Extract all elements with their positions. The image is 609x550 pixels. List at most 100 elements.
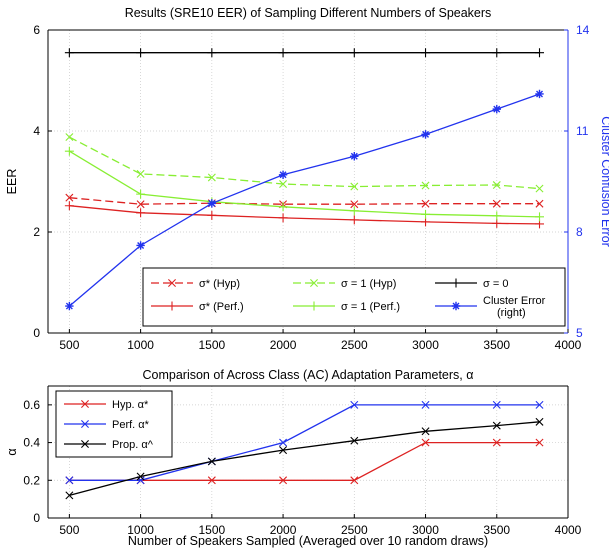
y-tick-label: 0.6	[23, 398, 40, 412]
y-tick-label: 4	[33, 124, 40, 138]
data-point-5-6	[492, 104, 501, 114]
data-point-2-3	[279, 446, 288, 455]
data-point-0-7	[535, 438, 544, 447]
data-point-1-1	[136, 476, 145, 485]
x-tick-label: 2000	[270, 523, 297, 537]
y-right-tick-label: 5	[576, 326, 583, 340]
data-point-2-2	[207, 457, 216, 466]
data-point-5-1	[136, 241, 145, 250]
data-point-3-7	[535, 212, 545, 222]
data-point-4-7	[535, 48, 545, 58]
y-tick-label: 0	[33, 326, 40, 340]
x-tick-label: 1000	[127, 338, 154, 352]
x-tick-label: 3500	[483, 338, 510, 352]
legend-label-0: σ* (Hyp)	[199, 278, 240, 290]
data-point-5-2	[207, 199, 217, 208]
y-tick-label: 6	[33, 23, 40, 37]
data-point-4-5	[421, 48, 431, 58]
y-axis-label: α	[5, 448, 19, 455]
data-point-2-2	[207, 173, 216, 182]
data-point-1-2	[207, 210, 217, 220]
series-line-1	[69, 404, 540, 481]
data-point-1-4	[350, 400, 359, 409]
data-point-0-6	[492, 199, 501, 208]
data-point-3-0	[64, 146, 74, 156]
data-point-1-6	[492, 218, 502, 228]
legend-marker-0	[168, 279, 176, 287]
legend-marker-2	[310, 279, 318, 287]
legend-marker-1	[167, 301, 177, 311]
series-line-0	[69, 197, 540, 205]
data-point-2-1	[136, 472, 145, 481]
y-axis-right-label: Cluster Confusion Error	[599, 116, 609, 247]
data-point-0-7	[535, 199, 544, 208]
legend-label-5: Cluster Error (right)	[483, 295, 546, 319]
series-line-0	[69, 441, 540, 481]
data-point-5-5	[421, 130, 430, 139]
data-point-1-7	[535, 400, 544, 409]
chart-title: Comparison of Across Class (AC) Adaptati…	[143, 368, 474, 382]
data-point-2-0	[65, 133, 74, 142]
legend-marker-5	[451, 301, 461, 311]
x-tick-label: 500	[59, 338, 79, 352]
chart-1: 500 1000 1500 2000 2500 3000 3500 4000 0 0.2 0.4 0.…	[5, 368, 582, 548]
legend-label-line: Cluster Error	[483, 295, 546, 307]
data-point-3-1	[136, 189, 146, 199]
legend-label-line: (right)	[497, 307, 526, 319]
data-point-2-7	[535, 417, 544, 426]
legend-marker-2	[81, 440, 89, 448]
data-point-1-4	[349, 215, 359, 225]
data-point-0-1	[136, 200, 145, 209]
legend-label-1: Perf. α*	[112, 419, 150, 431]
data-point-1-0	[64, 201, 74, 211]
data-point-5-7	[535, 89, 544, 99]
x-tick-label: 1500	[198, 338, 225, 352]
legend-label-2: Prop. α^	[112, 439, 154, 451]
data-point-3-3	[278, 202, 288, 212]
y-right-tick-label: 11	[576, 124, 589, 138]
x-tick-label: 3500	[483, 523, 510, 537]
legend-marker-0	[81, 400, 89, 408]
x-tick-label: 4000	[555, 523, 582, 537]
x-tick-label: 3000	[412, 523, 439, 537]
data-point-4-3	[278, 48, 288, 58]
data-point-1-3	[279, 438, 288, 447]
data-point-1-1	[136, 208, 146, 218]
data-point-1-6	[492, 400, 501, 409]
data-point-0-4	[350, 476, 359, 485]
data-point-2-3	[279, 180, 288, 189]
data-point-0-0	[65, 193, 74, 202]
data-point-0-6	[492, 438, 501, 447]
series-line-3	[69, 150, 540, 218]
legend-marker-1	[81, 420, 89, 428]
chart-title: Results (SRE10 EER) of Sampling Differen…	[125, 6, 492, 20]
chart-0: 500 1000 1500 2000 2500 3000 3500 4000 0 2 4 6 5 8 11 1…	[5, 6, 609, 352]
legend-label-0: Hyp. α*	[112, 399, 149, 411]
legend-label-2: σ = 1 (Hyp)	[341, 278, 396, 290]
data-point-4-6	[492, 48, 502, 58]
data-point-2-1	[136, 169, 145, 178]
data-point-0-4	[350, 200, 359, 209]
data-point-4-1	[136, 48, 146, 58]
legend-marker-3	[309, 301, 319, 311]
data-point-3-6	[492, 211, 502, 221]
data-point-1-5	[421, 217, 431, 227]
y-right-tick-label: 14	[576, 23, 590, 37]
legend-label-4: σ = 0	[483, 278, 508, 290]
data-point-2-7	[535, 184, 544, 193]
data-point-2-6	[492, 181, 501, 190]
data-point-0-3	[279, 476, 288, 485]
data-point-5-0	[65, 301, 74, 311]
legend-label-1: σ* (Perf.)	[199, 301, 244, 313]
x-tick-label: 2500	[341, 338, 368, 352]
x-tick-label: 1000	[127, 523, 154, 537]
series-line-2	[69, 421, 540, 497]
data-point-5-3	[278, 170, 288, 179]
series-line-1	[69, 205, 540, 225]
y-tick-label: 0.4	[23, 436, 40, 450]
y-axis-label: EER	[5, 169, 19, 195]
x-tick-label: 500	[59, 523, 79, 537]
data-point-3-5	[421, 209, 431, 219]
x-tick-label: 4000	[555, 338, 582, 352]
x-tick-label: 2500	[341, 523, 368, 537]
